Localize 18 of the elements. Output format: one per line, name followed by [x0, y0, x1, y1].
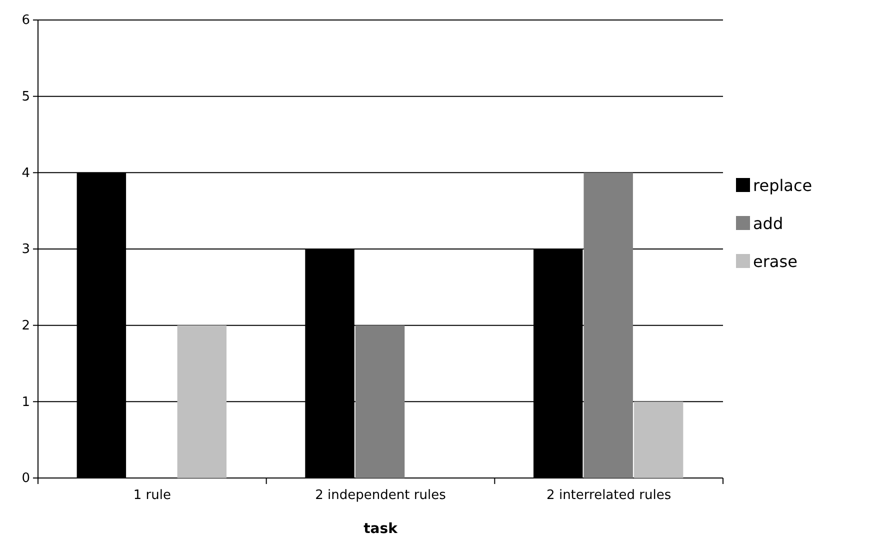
x-tick-label: 2 independent rules: [315, 488, 446, 504]
y-tick-label: 5: [22, 89, 30, 104]
legend-label: add: [753, 214, 784, 233]
y-tick-label: 1: [22, 394, 30, 410]
x-tick-label: 1 rule: [133, 488, 171, 504]
y-tick-label: 2: [22, 318, 30, 334]
y-tick-label: 6: [22, 13, 30, 28]
y-tick-label: 4: [22, 166, 30, 181]
legend-label: replace: [753, 176, 812, 195]
x-axis-title: task: [364, 521, 398, 537]
bar: [584, 172, 633, 478]
bar: [355, 325, 405, 478]
y-tick-label: 3: [22, 242, 30, 258]
bar: [177, 325, 227, 478]
legend-label: erase: [753, 252, 798, 271]
bar: [634, 402, 684, 478]
x-tick-label: 2 interrelated rules: [546, 488, 672, 504]
y-tick-label: 0: [22, 471, 30, 486]
